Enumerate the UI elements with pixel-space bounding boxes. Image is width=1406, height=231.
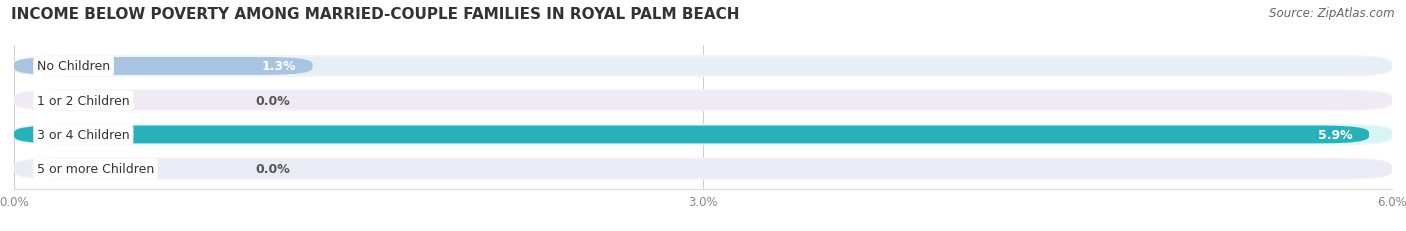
Text: INCOME BELOW POVERTY AMONG MARRIED-COUPLE FAMILIES IN ROYAL PALM BEACH: INCOME BELOW POVERTY AMONG MARRIED-COUPL… xyxy=(11,7,740,22)
Text: 1.3%: 1.3% xyxy=(262,60,297,73)
FancyBboxPatch shape xyxy=(14,58,1392,76)
Text: 5 or more Children: 5 or more Children xyxy=(37,162,155,175)
FancyBboxPatch shape xyxy=(14,56,1392,78)
FancyBboxPatch shape xyxy=(14,126,1369,144)
FancyBboxPatch shape xyxy=(14,90,1392,112)
FancyBboxPatch shape xyxy=(14,158,1392,180)
FancyBboxPatch shape xyxy=(14,160,1392,178)
FancyBboxPatch shape xyxy=(14,126,1392,144)
Text: 0.0%: 0.0% xyxy=(256,162,290,175)
Text: No Children: No Children xyxy=(37,60,110,73)
Text: Source: ZipAtlas.com: Source: ZipAtlas.com xyxy=(1270,7,1395,20)
Text: 1 or 2 Children: 1 or 2 Children xyxy=(37,94,129,107)
Text: 5.9%: 5.9% xyxy=(1319,128,1353,141)
FancyBboxPatch shape xyxy=(14,92,1392,110)
Text: 3 or 4 Children: 3 or 4 Children xyxy=(37,128,129,141)
FancyBboxPatch shape xyxy=(14,58,312,76)
FancyBboxPatch shape xyxy=(14,124,1392,146)
Text: 0.0%: 0.0% xyxy=(256,94,290,107)
